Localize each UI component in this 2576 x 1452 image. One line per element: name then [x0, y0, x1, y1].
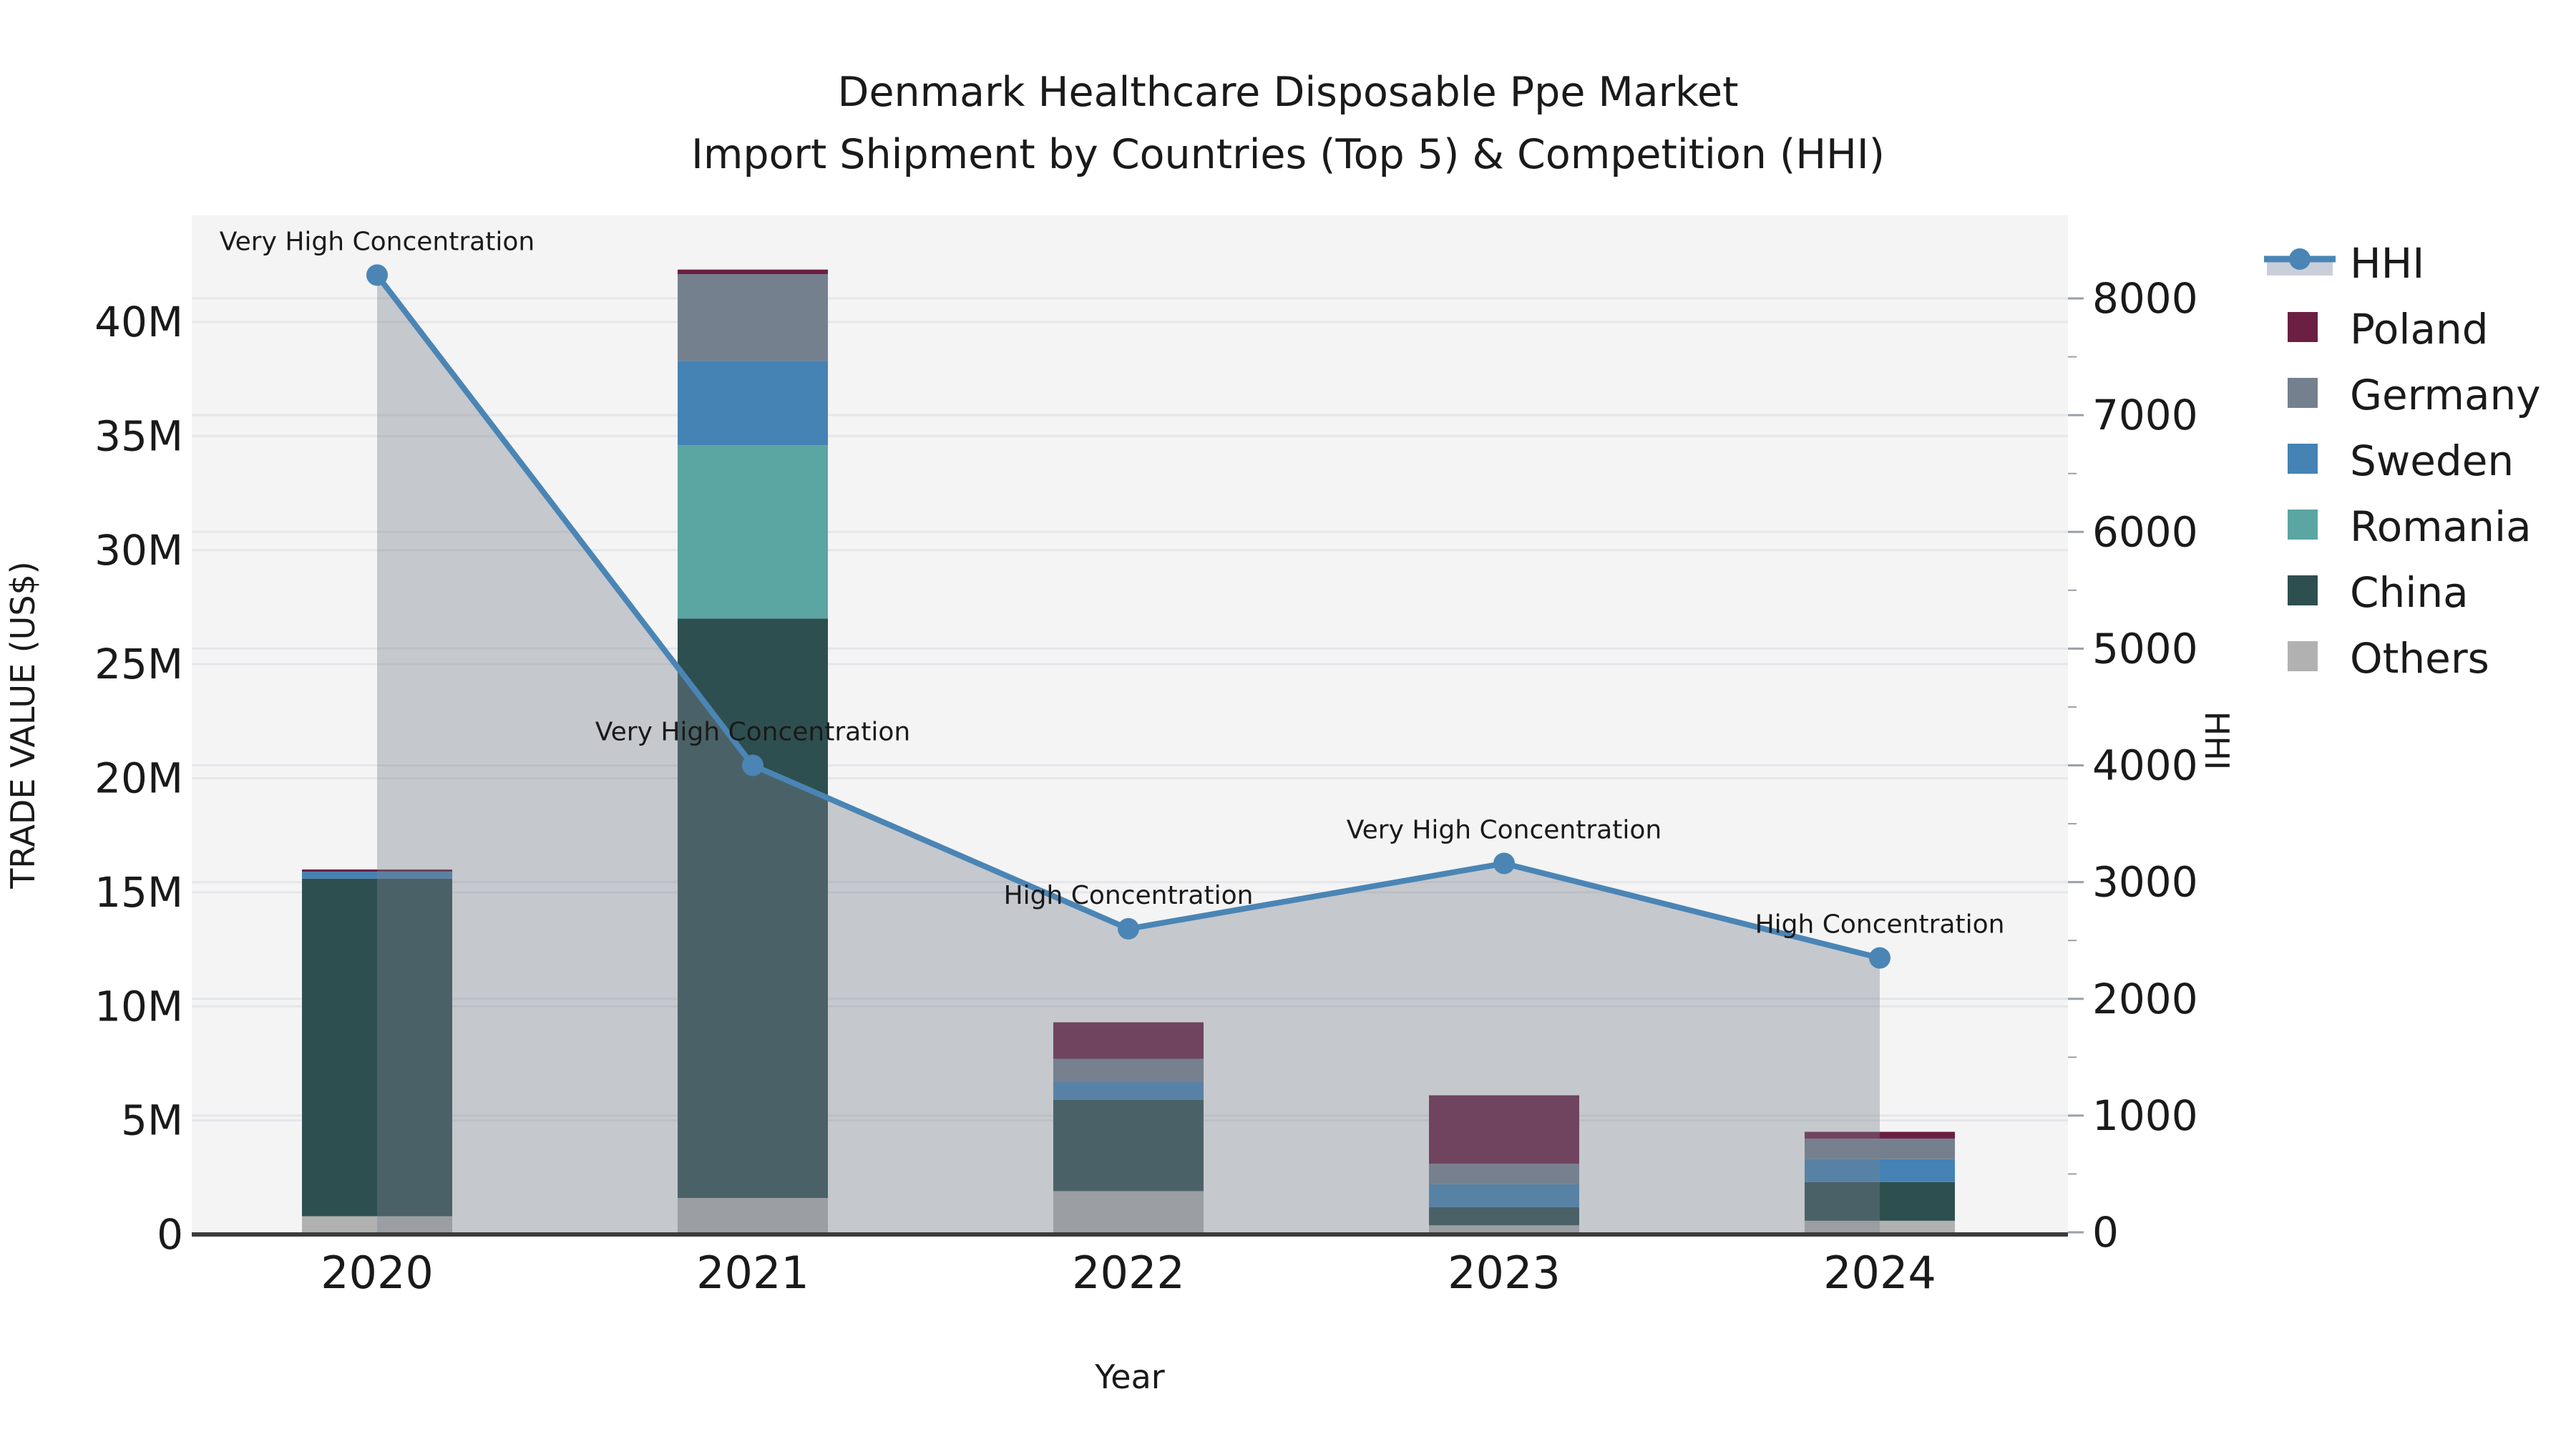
legend-label-others: Others — [2350, 634, 2489, 683]
annotation-2021: Very High Concentration — [595, 718, 910, 747]
left-tick-label-20M: 20M — [94, 754, 183, 803]
bar-2023-poland — [1429, 1095, 1579, 1164]
annotation-2020: Very High Concentration — [220, 227, 535, 256]
legend-label-china: China — [2350, 568, 2469, 617]
legend-swatch-others — [2288, 641, 2318, 671]
hhi-point-2024 — [1869, 947, 1890, 969]
x-axis-title: Year — [1094, 1358, 1164, 1396]
bar-2023-china — [1429, 1207, 1579, 1226]
hhi-point-2021 — [742, 754, 763, 776]
legend-label-sweden: Sweden — [2350, 437, 2514, 485]
bar-2021-china — [678, 618, 828, 1198]
right-tick-label-6000: 6000 — [2092, 507, 2198, 556]
bar-2022-germany — [1053, 1058, 1204, 1082]
legend-hhi-marker-icon — [2289, 248, 2311, 270]
left-tick-label-0: 0 — [157, 1210, 183, 1259]
bar-2023-sweden — [1429, 1184, 1579, 1207]
left-tick-label-5M: 5M — [121, 1096, 183, 1145]
annotation-2023: Very High Concentration — [1347, 816, 1662, 845]
legend-label-romania: Romania — [2350, 502, 2532, 551]
legend-swatch-china — [2288, 575, 2318, 605]
right-tick-label-4000: 4000 — [2092, 741, 2198, 790]
bar-2024-sweden — [1805, 1159, 1955, 1182]
legend-swatch-germany — [2288, 378, 2318, 408]
hhi-area-fill — [377, 275, 1880, 1234]
right-tick-label-8000: 8000 — [2092, 274, 2198, 323]
bar-2021-poland — [678, 269, 828, 275]
chart-title-line1: Denmark Healthcare Disposable Ppe Market — [837, 69, 1739, 116]
left-tick-label-25M: 25M — [94, 640, 183, 688]
bars-group — [302, 269, 1955, 1234]
annotation-2024: High Concentration — [1755, 910, 2005, 940]
bar-2023-others — [1429, 1225, 1579, 1234]
left-tick-label-10M: 10M — [94, 982, 183, 1030]
legend-label-hhi: HHI — [2350, 239, 2424, 288]
bar-2022-others — [1053, 1191, 1204, 1234]
hhi-point-2023 — [1493, 852, 1515, 874]
right-tick-label-0: 0 — [2092, 1208, 2119, 1257]
left-tick-label-30M: 30M — [94, 526, 183, 575]
legend: HHI Poland Germany Sweden Romania China Others — [2264, 239, 2541, 683]
x-tick-label-2023: 2023 — [1448, 1247, 1561, 1299]
bar-2024-poland — [1805, 1131, 1955, 1139]
bar-2020-sweden — [302, 872, 452, 879]
bar-2021-others — [678, 1198, 828, 1234]
left-tick-label-15M: 15M — [94, 868, 183, 917]
right-tick-label-3000: 3000 — [2092, 858, 2198, 907]
left-axis-title: TRADE VALUE (US$) — [4, 561, 42, 889]
x-tick-label-2020: 2020 — [321, 1247, 434, 1299]
legend-swatch-sweden — [2288, 444, 2318, 474]
left-tick-label-40M: 40M — [94, 298, 183, 346]
right-tick-label-2000: 2000 — [2092, 975, 2198, 1023]
bar-2024-germany — [1805, 1139, 1955, 1159]
bar-2024-china — [1805, 1181, 1955, 1221]
right-tick-label-5000: 5000 — [2092, 624, 2198, 673]
bar-2021-germany — [678, 274, 828, 361]
bar-2021-romania — [678, 445, 828, 619]
hhi-point-2022 — [1118, 917, 1139, 940]
legend-label-poland: Poland — [2350, 305, 2489, 354]
right-axis-title: HHI — [2197, 711, 2236, 771]
bar-2020-poland — [302, 869, 452, 872]
hhi-point-2020 — [366, 264, 388, 286]
bar-2022-china — [1053, 1099, 1204, 1192]
right-tick-label-1000: 1000 — [2092, 1091, 2198, 1140]
legend-swatch-poland — [2288, 312, 2318, 342]
left-tick-label-35M: 35M — [94, 411, 183, 460]
bar-2022-poland — [1053, 1022, 1204, 1059]
chart-title-line2: Import Shipment by Countries (Top 5) & C… — [691, 131, 1885, 178]
bar-2024-others — [1805, 1220, 1955, 1234]
x-tick-label-2021: 2021 — [696, 1247, 809, 1299]
legend-swatch-romania — [2288, 510, 2318, 540]
bar-2021-sweden — [678, 361, 828, 446]
legend-label-germany: Germany — [2350, 371, 2541, 419]
x-tick-label-2022: 2022 — [1072, 1247, 1185, 1299]
x-tick-label-2024: 2024 — [1823, 1247, 1936, 1299]
right-tick-label-7000: 7000 — [2092, 391, 2198, 439]
bar-2023-germany — [1429, 1164, 1579, 1184]
annotation-2022: High Concentration — [1004, 881, 1254, 910]
bar-2020-others — [302, 1216, 452, 1234]
bar-2022-sweden — [1053, 1081, 1204, 1100]
bar-2020-china — [302, 878, 452, 1217]
